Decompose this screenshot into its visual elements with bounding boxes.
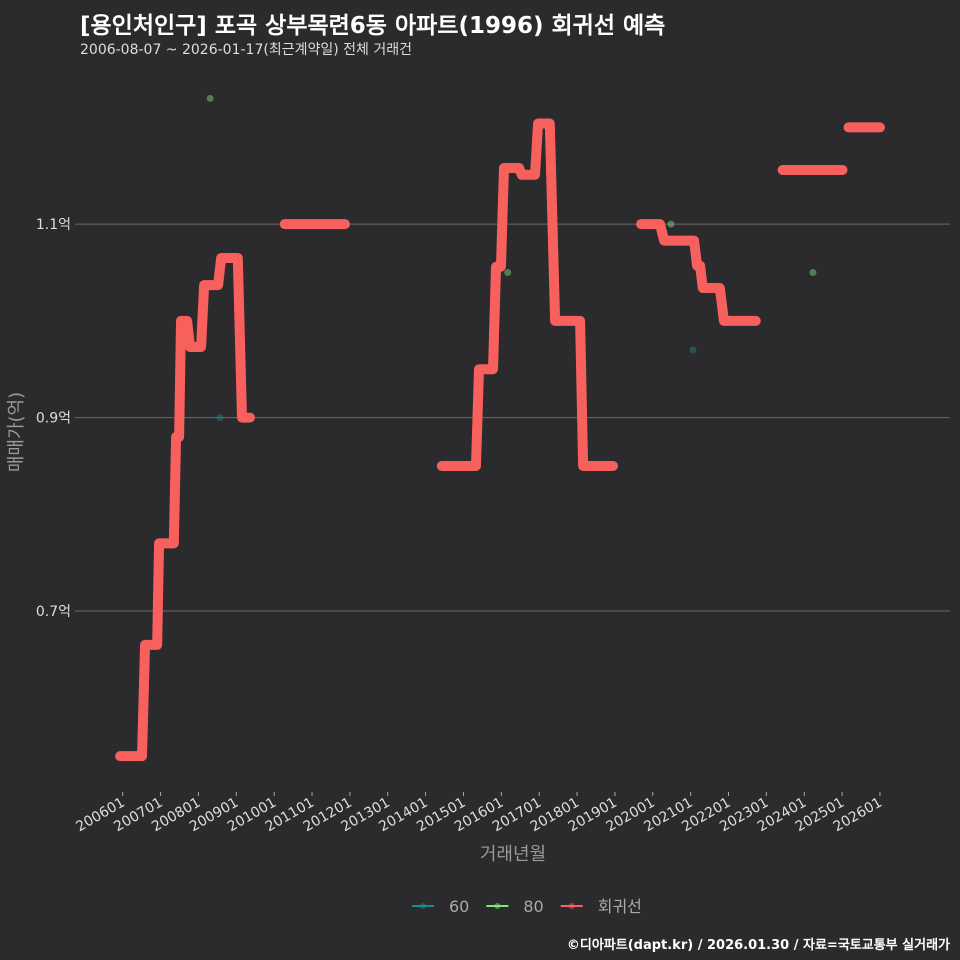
data-point-60 [689, 346, 697, 354]
chart-subtitle: 2006-08-07 ~ 2026-01-17(최근계약일) 전체 거래건 [80, 42, 412, 58]
legend-key-dot [568, 903, 575, 909]
data-point-60 [216, 414, 224, 422]
y-tick-label: 1.1억 [36, 217, 71, 233]
legend-label: 회귀선 [598, 897, 642, 916]
data-point-80 [809, 268, 817, 276]
y-tick-label: 0.7억 [36, 604, 71, 620]
regression-line-segment [115, 252, 255, 762]
data-point-80 [504, 268, 512, 276]
legend-label: 60 [449, 897, 469, 916]
x-axis-label: 거래년월 [480, 844, 546, 865]
regression-line-segment [436, 118, 619, 471]
legend-key-dot [494, 903, 501, 909]
credit-text: ©디아파트(dapt.kr) / 2026.01.30 / 자료=국토교통부 실… [566, 938, 950, 953]
data-point-80 [206, 94, 214, 102]
y-axis-label: 매매가(억) [6, 392, 27, 472]
y-tick-label: 0.9억 [36, 411, 71, 427]
chart-title: [용인처인구] 포곡 상부목련6동 아파트(1996) 회귀선 예측 [80, 13, 666, 39]
legend-label: 80 [523, 897, 543, 916]
data-point-80 [667, 220, 675, 228]
regression-line-segment [636, 219, 761, 326]
legend-key-dot [420, 903, 426, 909]
